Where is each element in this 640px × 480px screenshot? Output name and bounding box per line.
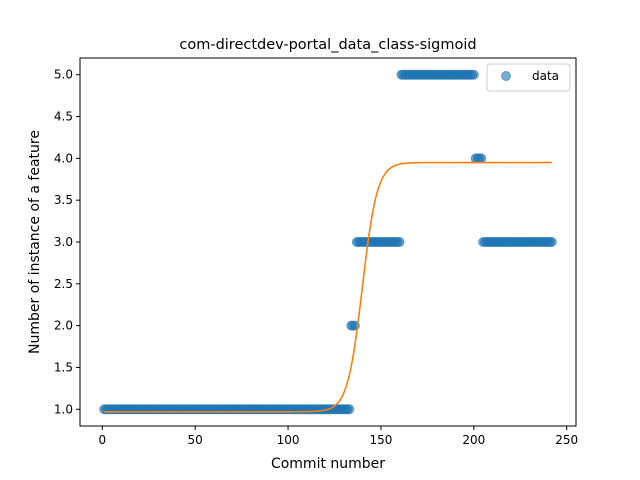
y-tick-label: 2.0	[54, 319, 73, 333]
y-tick-label: 1.0	[54, 402, 73, 416]
y-axis-label: Number of instance of a feature	[27, 130, 43, 354]
axes: 0 50 100 150 200 250 1.0 1.5 2.0 2.5 3.0 3.5 4.0 4.5 5…	[54, 57, 578, 447]
y-tick-label: 4.0	[54, 151, 73, 165]
data-point	[546, 237, 557, 247]
sigmoid-fit-line	[104, 161, 552, 413]
legend-label-data: data	[532, 69, 559, 83]
x-tick-label: 50	[188, 433, 203, 447]
y-tick-label: 1.5	[54, 360, 73, 374]
x-axis-label: Commit number	[271, 456, 385, 472]
x-tick-label: 0	[98, 433, 106, 447]
chart-title: com-directdev-portal_data_class-sigmoid	[179, 37, 476, 53]
legend-box	[486, 63, 571, 92]
data-point	[344, 404, 355, 415]
y-tick-label: 2.5	[54, 277, 73, 291]
plot-marks	[99, 69, 557, 415]
data-point	[476, 153, 487, 164]
legend-marker-data	[501, 71, 511, 81]
x-tick-label: 150	[369, 433, 392, 447]
data-point	[468, 69, 479, 80]
y-tick-label: 4.5	[54, 110, 73, 124]
x-tick-label: 200	[462, 433, 485, 447]
x-tick-label: 100	[277, 433, 300, 447]
y-tick-label: 5.0	[54, 68, 73, 82]
y-tick-label: 3.0	[54, 235, 73, 249]
x-tick-label: 250	[555, 433, 578, 447]
legend: data	[486, 63, 571, 92]
data-point	[394, 237, 405, 247]
y-tick-label: 3.5	[54, 193, 73, 207]
